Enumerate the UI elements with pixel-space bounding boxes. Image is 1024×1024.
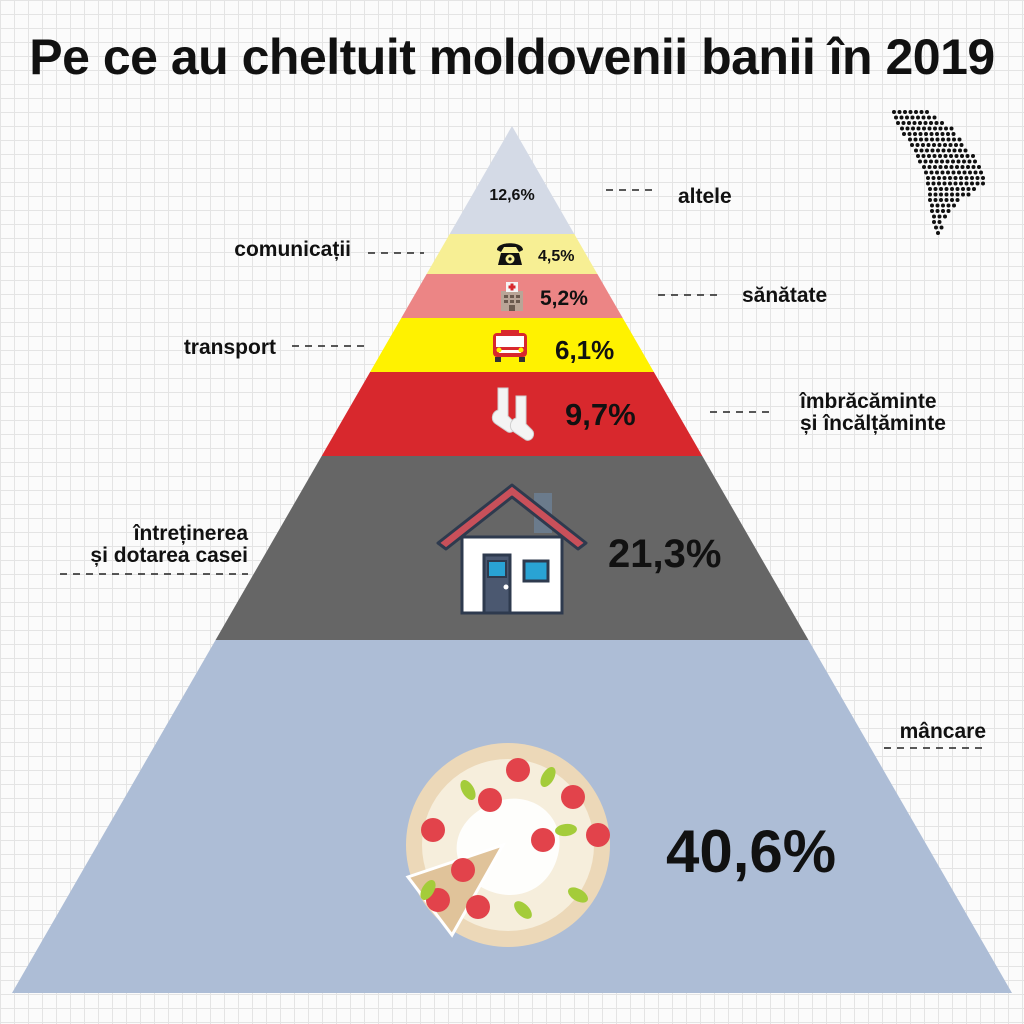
moldova-map-icon [892, 110, 985, 235]
house-icon [436, 483, 588, 615]
socks-icon [491, 387, 535, 441]
pyramid-band-imbracaminte [321, 372, 703, 456]
value-label-mancare: 40,6% [666, 818, 836, 885]
category-label-mancare: mâncare [900, 720, 986, 743]
category-label-transport: transport [184, 336, 276, 359]
category-label-intretinere: întreținerea [133, 522, 249, 545]
category-label-comunicatii: comunicații [234, 238, 351, 261]
category-label-imbracaminte: și încălțăminte [800, 412, 946, 435]
value-label-comunicatii: 4,5% [538, 248, 574, 265]
page-title: Pe ce au cheltuit moldovenii banii în 20… [29, 29, 995, 85]
pyramid-band-altele [449, 126, 575, 234]
category-label-imbracaminte: îmbrăcăminte [799, 390, 937, 413]
value-label-imbracaminte: 9,7% [565, 397, 636, 432]
value-label-sanatate: 5,2% [540, 287, 588, 310]
value-label-transport: 6,1% [555, 335, 614, 365]
category-label-intretinere: și dotarea casei [90, 544, 248, 567]
bus-icon [493, 330, 527, 362]
category-label-sanatate: sănătate [742, 284, 827, 307]
value-label-intretinere: 21,3% [608, 532, 721, 576]
telephone-icon [497, 243, 523, 265]
value-label-altele: 12,6% [489, 187, 534, 204]
pizza-icon [405, 743, 610, 947]
hospital-icon [501, 282, 523, 311]
category-label-altele: altele [678, 185, 732, 208]
